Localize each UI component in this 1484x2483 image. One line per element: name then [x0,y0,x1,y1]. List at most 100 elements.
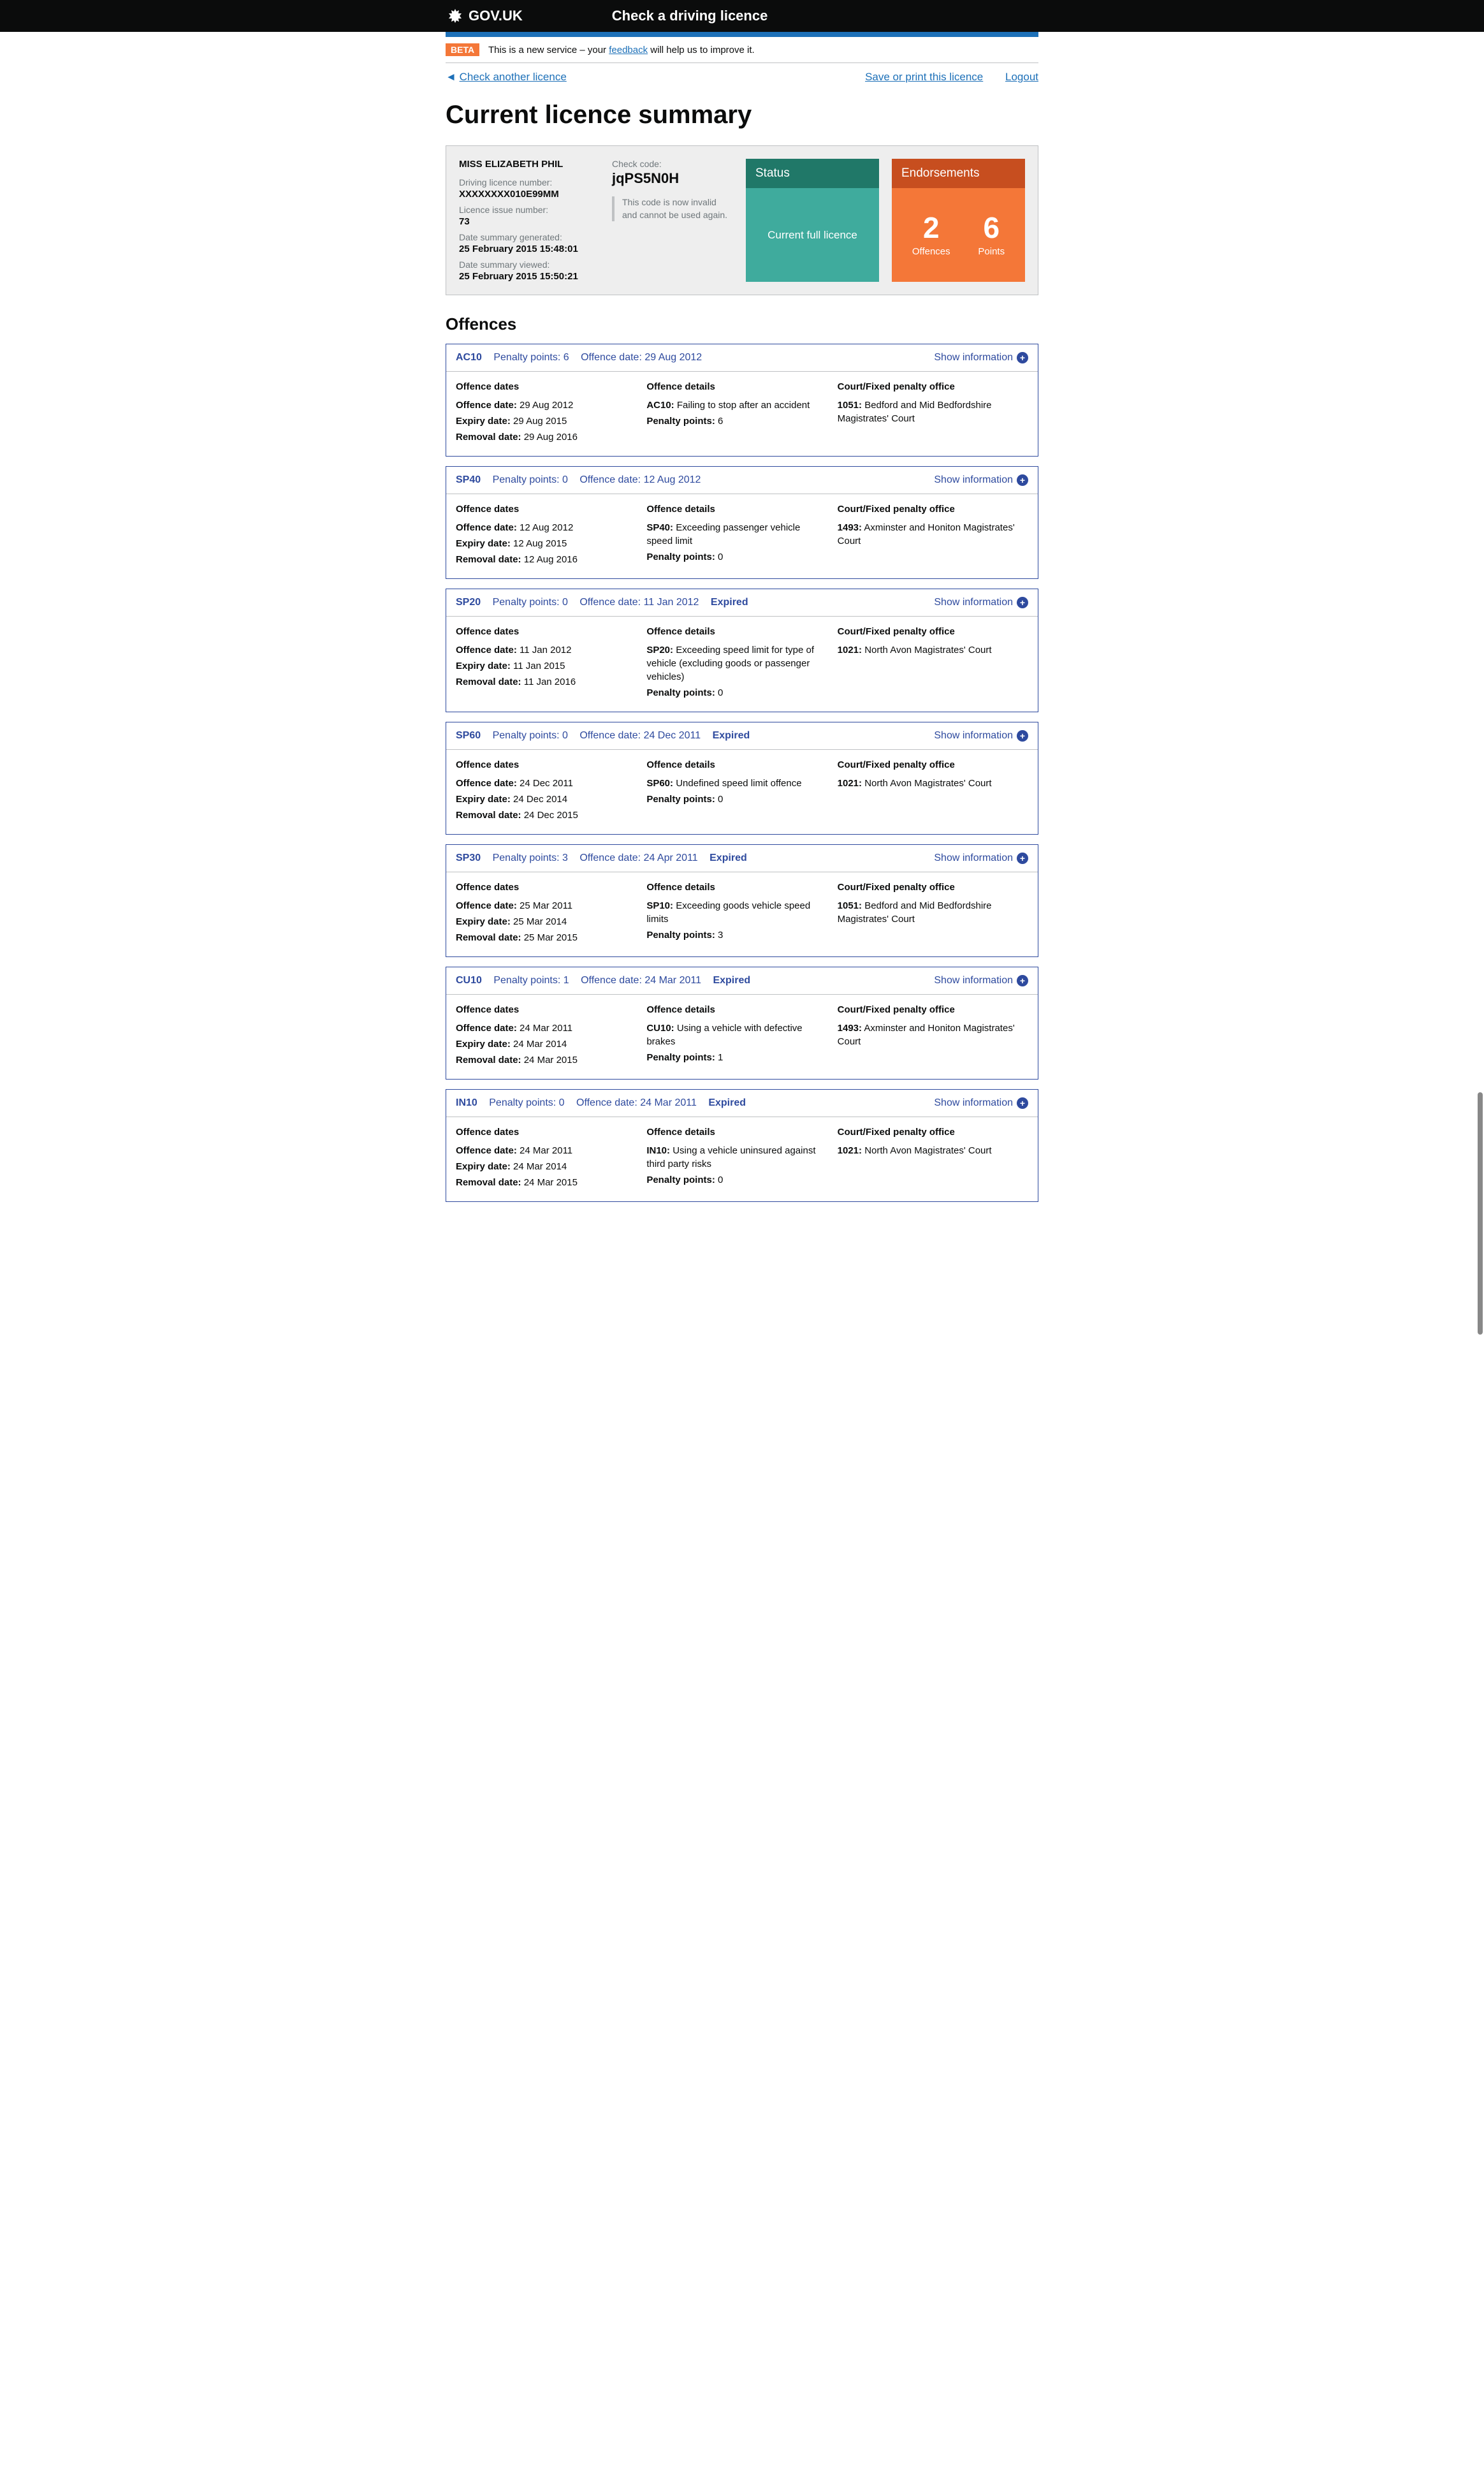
pp-value: 0 [718,687,723,698]
court-col: Court/Fixed penalty office 1493: Axminst… [838,504,1028,569]
offence-body: Offence dates Offence date: 24 Mar 2011 … [446,995,1038,1079]
offence-header[interactable]: IN10 Penalty points: 0 Offence date: 24 … [446,1090,1038,1117]
pp-label: Penalty points: [646,552,715,562]
offence-header[interactable]: SP20 Penalty points: 0 Offence date: 11 … [446,589,1038,617]
court-col: Court/Fixed penalty office 1021: North A… [838,759,1028,824]
check-code-label: Check code: [612,159,733,169]
court-code: 1051: [838,900,862,911]
offence-header[interactable]: SP60 Penalty points: 0 Offence date: 24 … [446,722,1038,750]
show-info-label: Show information [934,975,1013,986]
removal-date-label: Removal date: [456,932,521,943]
details-heading: Offence details [646,1004,827,1015]
offence-date-summary: Offence date: 11 Jan 2012 [579,597,699,608]
logout-link[interactable]: Logout [1005,71,1038,83]
offence-date-value: 25 Mar 2011 [520,900,572,911]
offence-details-col: Offence details SP60: Undefined speed li… [646,759,837,824]
offence-dates-col: Offence dates Offence date: 24 Dec 2011 … [456,759,646,824]
detail-text: Undefined speed limit offence [676,778,801,789]
back-arrow-icon: ◄ [446,71,460,83]
show-info-label: Show information [934,474,1013,486]
dates-heading: Offence dates [456,1004,637,1015]
expired-tag: Expired [711,597,748,608]
court-col: Court/Fixed penalty office 1021: North A… [838,1127,1028,1192]
details-heading: Offence details [646,504,827,515]
offence-date-value: 11 Jan 2012 [520,645,571,656]
removal-date-label: Removal date: [456,810,521,821]
offences-heading: Offences [446,314,1038,334]
points-label: Points [978,246,1005,257]
offence-date-summary: Offence date: 29 Aug 2012 [581,352,702,363]
offence-dates-col: Offence dates Offence date: 25 Mar 2011 … [456,882,646,947]
offence-body: Offence dates Offence date: 24 Dec 2011 … [446,750,1038,834]
offence-header[interactable]: CU10 Penalty points: 1 Offence date: 24 … [446,967,1038,995]
service-title: Check a driving licence [612,8,768,24]
govuk-logo[interactable]: GOV.UK [446,8,523,24]
offence-header[interactable]: SP30 Penalty points: 3 Offence date: 24 … [446,845,1038,872]
offence-dates-col: Offence dates Offence date: 29 Aug 2012 … [456,381,646,446]
pp-label: Penalty points: [646,416,715,427]
expiry-date-value: 11 Jan 2015 [513,661,565,671]
court-heading: Court/Fixed penalty office [838,1004,1019,1015]
offence-dates-col: Offence dates Offence date: 11 Jan 2012 … [456,626,646,702]
save-print-link[interactable]: Save or print this licence [865,71,983,83]
issue-label: Licence issue number: [459,205,599,215]
generated-label: Date summary generated: [459,232,599,242]
show-info-toggle[interactable]: Show information + [934,474,1028,486]
pp-label: Penalty points: [646,1175,715,1185]
court-text: North Avon Magistrates' Court [864,778,991,789]
court-heading: Court/Fixed penalty office [838,1127,1019,1138]
offence-date-label: Offence date: [456,900,517,911]
holder-name: MISS ELIZABETH PHIL [459,159,599,170]
feedback-link[interactable]: feedback [609,45,648,55]
check-code-value: jqPS5N0H [612,170,733,187]
offence-dates-col: Offence dates Offence date: 12 Aug 2012 … [456,504,646,569]
detail-code: SP60: [646,778,673,789]
scrollbar-thumb[interactable] [1478,1092,1483,1335]
show-info-toggle[interactable]: Show information + [934,853,1028,864]
offence-code: SP40 [456,474,481,485]
offence-card: AC10 Penalty points: 6 Offence date: 29 … [446,344,1038,457]
court-text: Axminster and Honiton Magistrates' Court [838,522,1015,546]
show-info-toggle[interactable]: Show information + [934,597,1028,608]
offence-date-label: Offence date: [456,1023,517,1034]
expiry-date-value: 24 Mar 2014 [513,1039,567,1050]
show-info-toggle[interactable]: Show information + [934,975,1028,986]
offence-pp-summary: Penalty points: 0 [493,597,568,608]
generated-value: 25 February 2015 15:48:01 [459,244,599,254]
check-another-link[interactable]: Check another licence [460,71,567,83]
offence-date-summary: Offence date: 24 Mar 2011 [581,975,701,986]
offence-details-col: Offence details CU10: Using a vehicle wi… [646,1004,837,1069]
show-info-toggle[interactable]: Show information + [934,1097,1028,1109]
show-info-toggle[interactable]: Show information + [934,730,1028,742]
dates-heading: Offence dates [456,381,637,392]
status-body: Current full licence [746,188,879,282]
expiry-date-label: Expiry date: [456,1161,511,1172]
details-heading: Offence details [646,1127,827,1138]
header-bar: GOV.UK Check a driving licence [0,0,1484,32]
offence-code: SP20 [456,597,481,608]
offences-list: AC10 Penalty points: 6 Offence date: 29 … [446,344,1038,1202]
offence-card: SP20 Penalty points: 0 Offence date: 11 … [446,589,1038,712]
removal-date-value: 29 Aug 2016 [524,432,578,443]
court-text: Axminster and Honiton Magistrates' Court [838,1023,1015,1047]
removal-date-value: 12 Aug 2016 [524,554,578,565]
show-info-label: Show information [934,597,1013,608]
show-info-label: Show information [934,352,1013,363]
removal-date-label: Removal date: [456,1177,521,1188]
expiry-date-value: 24 Mar 2014 [513,1161,567,1172]
pp-label: Penalty points: [646,794,715,805]
expiry-date-label: Expiry date: [456,916,511,927]
removal-date-label: Removal date: [456,1055,521,1066]
offence-details-col: Offence details AC10: Failing to stop af… [646,381,837,446]
expiry-date-label: Expiry date: [456,661,511,671]
offence-pp-summary: Penalty points: 0 [493,474,568,485]
endorsements-body: 2 Offences 6 Points [892,188,1025,282]
show-info-toggle[interactable]: Show information + [934,352,1028,363]
offence-date-summary: Offence date: 12 Aug 2012 [579,474,701,485]
pp-label: Penalty points: [646,687,715,698]
offence-header[interactable]: AC10 Penalty points: 6 Offence date: 29 … [446,344,1038,372]
offence-header[interactable]: SP40 Penalty points: 0 Offence date: 12 … [446,467,1038,494]
court-heading: Court/Fixed penalty office [838,759,1019,770]
pp-value: 6 [718,416,723,427]
court-code: 1021: [838,645,862,656]
